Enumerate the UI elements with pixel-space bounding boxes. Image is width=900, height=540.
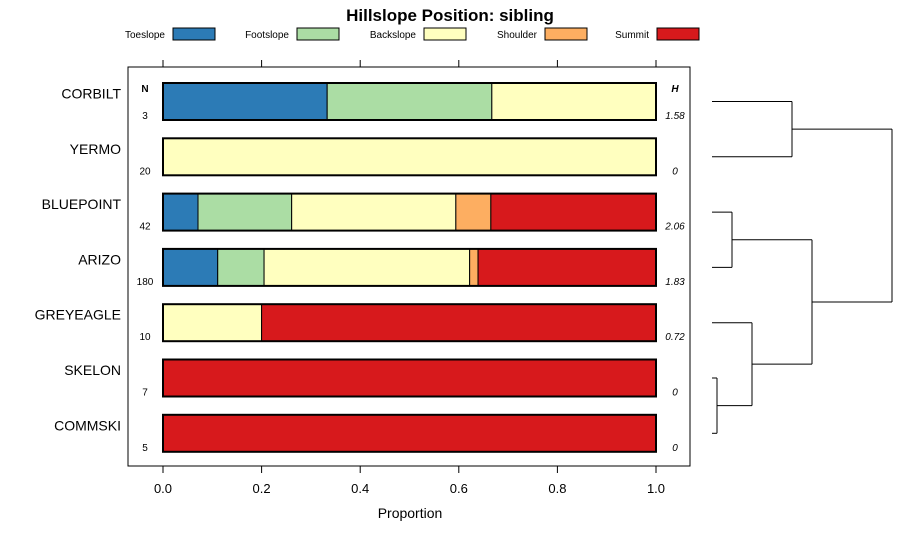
- row-label-yermo: YERMO: [70, 141, 121, 157]
- bar-outline: [162, 413, 657, 453]
- x-tick-label: 0.8: [548, 481, 566, 496]
- panel-border: [127, 66, 691, 467]
- bar-segment-summit: [490, 193, 657, 232]
- bar-outline: [162, 192, 657, 232]
- x-tick-label: 0.2: [253, 481, 271, 496]
- legend-label-summit: Summit: [615, 30, 649, 41]
- h-value: 2.06: [664, 222, 685, 233]
- bar-segment-footslope: [197, 193, 293, 232]
- row-label-corbilt: CORBILT: [61, 86, 121, 102]
- n-value: 42: [139, 222, 151, 233]
- x-axis-title: Proportion: [378, 505, 443, 521]
- n-value: 7: [142, 388, 148, 399]
- bar-segment-toeslope: [162, 82, 328, 121]
- legend-label-toeslope: Toeslope: [125, 30, 165, 41]
- bar-segment-backslope: [491, 82, 657, 121]
- bar-segment-backslope: [162, 303, 263, 342]
- row-label-greyeagle: GREYEAGLE: [35, 307, 121, 323]
- h-value: 0: [672, 166, 678, 177]
- n-value: 5: [142, 443, 148, 454]
- bar-outline: [162, 82, 657, 121]
- row-label-bluepoint: BLUEPOINT: [42, 196, 122, 212]
- dendrogram: [712, 101, 893, 434]
- x-tick-label: 0.4: [351, 481, 369, 496]
- legend-label-shoulder: Shoulder: [497, 30, 538, 41]
- bar-segment-backslope: [263, 248, 471, 287]
- legend-label-footslope: Footslope: [245, 30, 289, 41]
- plot-panel: 0.0 0.2 0.4 0.6 0.8 1.0 N H CORBILT 3 1.58 YERMO 20 0…: [35, 60, 691, 496]
- h-value: 1.83: [665, 277, 685, 288]
- legend-swatch-toeslope: [172, 27, 216, 41]
- n-value: 180: [137, 277, 154, 288]
- legend-label-backslope: Backslope: [370, 30, 417, 41]
- bar-outline: [162, 358, 657, 398]
- legend-swatch-summit: [656, 27, 700, 41]
- bar-segment-toeslope: [162, 193, 199, 232]
- bar-outline: [162, 303, 657, 343]
- legend-swatch-backslope: [423, 27, 467, 41]
- row-label-arizo: ARIZO: [78, 251, 121, 267]
- bar-segment-backslope: [162, 137, 657, 176]
- bar-segment-summit: [477, 248, 657, 287]
- h-value: 0: [672, 388, 678, 399]
- h-value: 0: [672, 443, 678, 454]
- x-tick-label: 0.6: [450, 481, 468, 496]
- bar-segment-summit: [261, 303, 657, 342]
- legend-swatch-footslope: [296, 27, 340, 41]
- bar-segment-footslope: [326, 82, 493, 121]
- bar-segment-summit: [162, 359, 657, 397]
- bar-segment-shoulder: [455, 193, 492, 232]
- h-value: 0.72: [665, 332, 685, 343]
- row-label-commski: COMMSKI: [54, 417, 121, 433]
- bar-segment-footslope: [217, 248, 265, 287]
- bar-segment-shoulder: [469, 248, 479, 287]
- bar-segment-backslope: [291, 193, 457, 232]
- x-tick-label: 0.0: [154, 481, 172, 496]
- n-header: N: [141, 84, 148, 95]
- n-value: 20: [139, 166, 151, 177]
- chart-title: Hillslope Position: sibling: [346, 6, 554, 25]
- n-value: 10: [139, 332, 151, 343]
- row-label-skelon: SKELON: [64, 362, 121, 378]
- bar-outline: [162, 247, 657, 287]
- h-value: 1.58: [665, 111, 685, 122]
- bar-segment-toeslope: [162, 248, 219, 287]
- bar-outline: [162, 137, 657, 177]
- n-value: 3: [142, 111, 148, 122]
- h-header: H: [671, 84, 679, 95]
- legend: Toeslope Footslope Backslope Shoulder Summit: [125, 27, 700, 41]
- bar-segment-summit: [162, 414, 657, 453]
- legend-swatch-shoulder: [544, 27, 588, 41]
- x-tick-label: 1.0: [647, 481, 665, 496]
